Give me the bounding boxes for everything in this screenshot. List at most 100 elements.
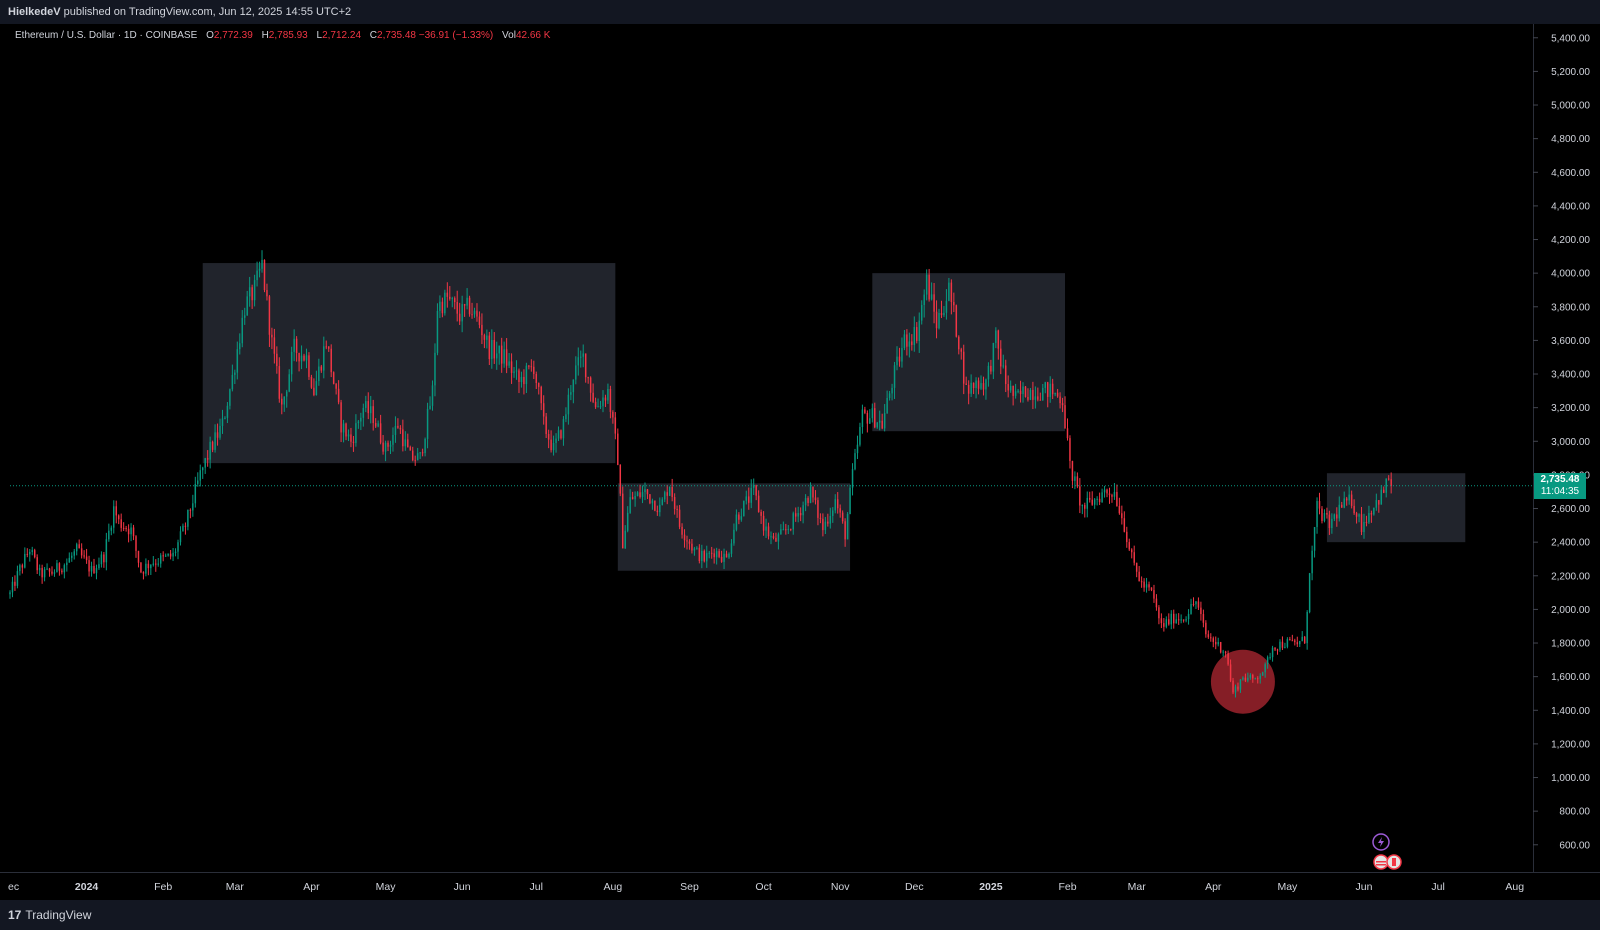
candle-body	[355, 423, 357, 443]
candle-body	[676, 508, 678, 510]
candle-body	[1123, 518, 1126, 532]
candle-body	[807, 498, 809, 503]
candle-body	[429, 405, 431, 409]
candle-body	[201, 467, 204, 471]
candle-body	[51, 571, 53, 574]
candle-body	[982, 383, 985, 390]
symbol-title[interactable]: Ethereum / U.S. Dollar · 1D · COINBASE	[15, 30, 198, 41]
candle-body	[518, 370, 520, 383]
candle-body	[570, 392, 572, 395]
candle-body	[31, 550, 33, 552]
candle-body	[120, 519, 122, 528]
candle-body	[792, 513, 794, 530]
candle-body	[441, 301, 444, 314]
tradingview-logo[interactable]: 17 TradingView	[8, 908, 91, 922]
candle-body	[483, 335, 486, 340]
candle-body	[179, 531, 182, 543]
candle-body	[656, 510, 659, 513]
candle-body	[1234, 686, 1237, 693]
candle-body	[1306, 611, 1308, 644]
x-tick-label: ec	[8, 881, 19, 893]
candle-body	[103, 554, 105, 563]
candle-body	[903, 334, 906, 349]
candle-body	[775, 537, 777, 542]
candle-body	[874, 408, 876, 428]
lightning-icon[interactable]	[1372, 833, 1390, 851]
candle-body	[1286, 639, 1289, 647]
price-chart[interactable]: 600.00 800.00 1,000.00 1,200.00 1,400.00 1,60…	[0, 0, 1600, 900]
candle-body	[584, 353, 587, 378]
x-tick-label: May	[376, 881, 397, 893]
candle-body	[520, 376, 523, 383]
y-tick-label: 3,600.00	[1551, 336, 1590, 347]
candle-body	[713, 553, 715, 558]
candle-body	[1360, 514, 1363, 533]
candle-body	[85, 556, 88, 561]
candle-body	[1217, 642, 1219, 645]
candle-body	[374, 423, 377, 427]
candle-body	[19, 565, 21, 572]
candle-body	[184, 525, 187, 527]
event-flag-icon[interactable]	[1386, 854, 1402, 870]
candle-body	[836, 499, 839, 509]
candle-body	[911, 341, 913, 345]
candle-body	[1299, 640, 1301, 645]
candle-body	[661, 499, 664, 505]
candle-body	[992, 342, 995, 372]
candle-body	[295, 338, 298, 353]
candle-body	[1172, 613, 1175, 624]
candle-body	[686, 540, 688, 542]
candle-body	[997, 330, 1000, 349]
candle-body	[822, 518, 824, 531]
candle-body	[896, 356, 898, 366]
candle-body	[977, 380, 980, 389]
candle-body	[281, 398, 283, 405]
y-tick-label: 4,200.00	[1551, 235, 1590, 246]
candle-body	[360, 417, 362, 422]
candle-body	[1113, 491, 1116, 497]
candle-body	[105, 539, 108, 563]
candle-body	[666, 492, 668, 496]
candle-body	[449, 296, 451, 299]
x-tick-label: Nov	[831, 881, 850, 893]
candle-body	[980, 383, 982, 389]
candle-body	[1014, 391, 1017, 396]
candle-body	[1276, 649, 1279, 651]
time-axis[interactable]: ec 2024 Feb Mar Apr May Jun Jul Aug Sep Oct Nov Dec 2…	[8, 881, 1524, 893]
candle-body	[530, 366, 533, 368]
candle-body	[174, 551, 177, 553]
candle-body	[802, 505, 804, 516]
symbol-legend: Ethereum / U.S. Dollar · 1D · COINBASE O…	[15, 30, 550, 41]
candle-body	[1353, 505, 1355, 514]
candle-body	[930, 294, 933, 300]
candle-body	[486, 335, 488, 340]
candle-body	[777, 534, 780, 542]
candle-body	[327, 346, 330, 349]
candle-body	[177, 542, 179, 552]
candle-body	[231, 374, 234, 390]
publisher-name[interactable]: HielkedeV	[8, 6, 61, 18]
candle-body	[251, 287, 253, 301]
candle-body	[955, 305, 958, 337]
candle-body	[681, 526, 683, 535]
candle-body	[150, 564, 152, 569]
candle-body	[1163, 623, 1165, 627]
candle-body	[960, 349, 962, 352]
candle-body	[1133, 552, 1135, 563]
candle-body	[130, 527, 132, 535]
candle-body	[234, 372, 236, 375]
candle-body	[602, 397, 604, 407]
candle-body	[765, 526, 767, 531]
us-flag-icon[interactable]	[1373, 854, 1389, 870]
candle-body	[394, 425, 397, 435]
candle-body	[923, 294, 925, 306]
x-tick-label: Feb	[154, 881, 172, 893]
candle-body	[1106, 489, 1108, 494]
candle-body	[794, 513, 797, 517]
last-price-label: 2,735.48 11:04:35	[1534, 473, 1586, 499]
candle-body	[861, 409, 864, 428]
x-tick-label: Mar	[226, 881, 245, 893]
open-label: O	[206, 30, 214, 41]
candle-body	[834, 499, 836, 511]
candle-body	[1257, 678, 1259, 680]
